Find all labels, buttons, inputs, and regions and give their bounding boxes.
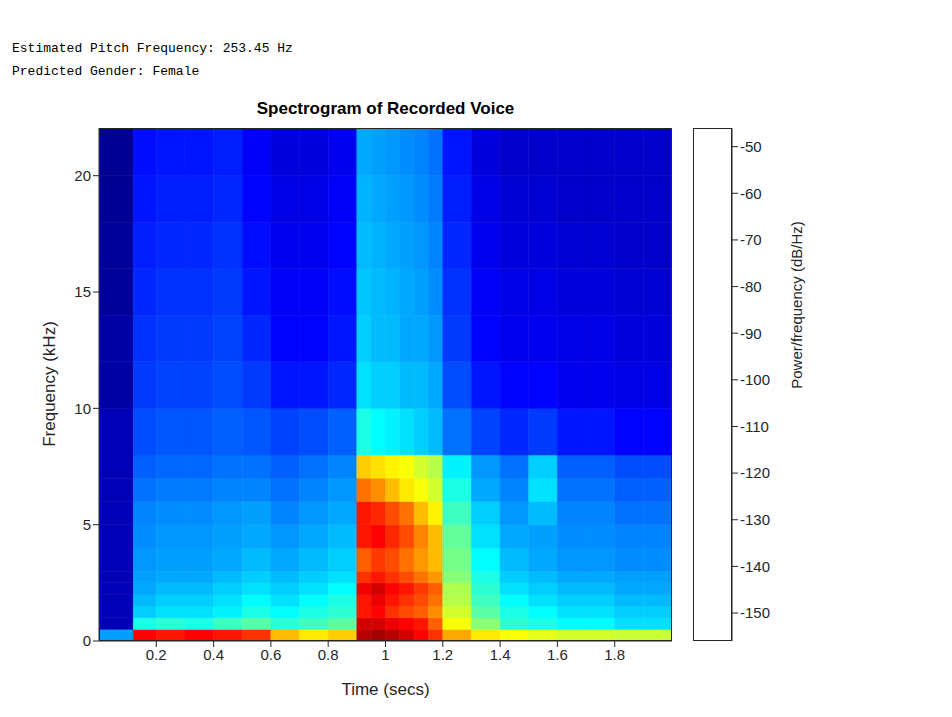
svg-text:-150: -150 [740, 604, 770, 621]
svg-text:-70: -70 [740, 231, 762, 248]
html-text:Power/frequency (dB/Hz): Power/frequency (dB/Hz) [788, 221, 805, 389]
svg-text:-100: -100 [740, 371, 770, 388]
html-text:Time (secs): Time (secs) [341, 680, 430, 699]
svg-text:10: 10 [74, 400, 91, 417]
svg-text:0.2: 0.2 [146, 646, 167, 663]
svg-text:1: 1 [381, 646, 389, 663]
svg-text:5: 5 [83, 516, 91, 533]
svg-text:-80: -80 [740, 278, 762, 295]
svg-text:0.6: 0.6 [260, 646, 281, 663]
svg-text:-110: -110 [740, 418, 769, 435]
svg-text:15: 15 [74, 283, 91, 300]
svg-text:0.8: 0.8 [318, 646, 339, 663]
svg-text:-60: -60 [740, 185, 762, 202]
svg-text:1.8: 1.8 [604, 646, 625, 663]
svg-text:-130: -130 [740, 511, 770, 528]
html-text:Estimated Pitch Frequency: 253: Estimated Pitch Frequency: 253.45 Hz [12, 41, 293, 56]
html-text:Spectrogram of Recorded Voice: Spectrogram of Recorded Voice [256, 99, 515, 118]
svg-text:20: 20 [74, 167, 91, 184]
svg-text:1.4: 1.4 [490, 646, 511, 663]
html-text:Frequency (kHz): Frequency (kHz) [40, 321, 59, 447]
svg-text:-120: -120 [740, 464, 770, 481]
svg-text:-140: -140 [740, 558, 770, 575]
svg-text:0.4: 0.4 [203, 646, 224, 663]
svg-text:1.2: 1.2 [432, 646, 453, 663]
html-text:Predicted Gender: Female: Predicted Gender: Female [12, 64, 200, 79]
svg-text:-90: -90 [740, 325, 762, 342]
svg-text:-50: -50 [740, 138, 762, 155]
svg-text:0: 0 [83, 632, 91, 649]
svg-text:1.6: 1.6 [547, 646, 568, 663]
